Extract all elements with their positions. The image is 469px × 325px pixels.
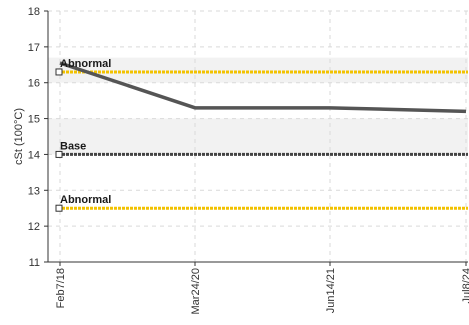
y-tick-label: 15 [28, 114, 40, 126]
series-layer [59, 61, 467, 114]
reference-label-2: Abnormal [60, 194, 111, 206]
reference-marker-0 [55, 68, 63, 76]
x-tick-label: Feb7/18 [55, 268, 67, 308]
y-tick-label: 12 [28, 221, 40, 233]
y-tick-label: 14 [28, 149, 40, 161]
reference-marker-1 [55, 150, 63, 158]
y-tick-label: 11 [29, 257, 40, 269]
axes [44, 10, 468, 266]
x-tick-label: Jun14/21 [325, 268, 337, 313]
x-tick-label: Mar24/20 [190, 268, 202, 314]
y-axis-title: cSt (100°C) [13, 108, 25, 165]
reference-bands [48, 57, 468, 155]
reference-lines [55, 68, 468, 212]
reference-band-0 [48, 57, 468, 83]
x-tick-label: Jul8/24 [461, 268, 469, 303]
y-tick-label: 18 [28, 6, 40, 18]
reference-label-1: Base [60, 140, 86, 152]
y-tick-label: 16 [28, 78, 40, 90]
reference-marker-2 [55, 204, 63, 212]
series-line-0 [59, 61, 467, 114]
reference-band-1 [48, 118, 468, 155]
y-tick-label: 17 [28, 42, 40, 54]
labels-layer: 11 12 13 14 15 16 17 18 Feb7/18 Mar24/20 Jun14/21 J… [13, 6, 469, 314]
reference-label-0: Abnormal [60, 58, 111, 70]
y-tick-label: 13 [28, 185, 40, 197]
